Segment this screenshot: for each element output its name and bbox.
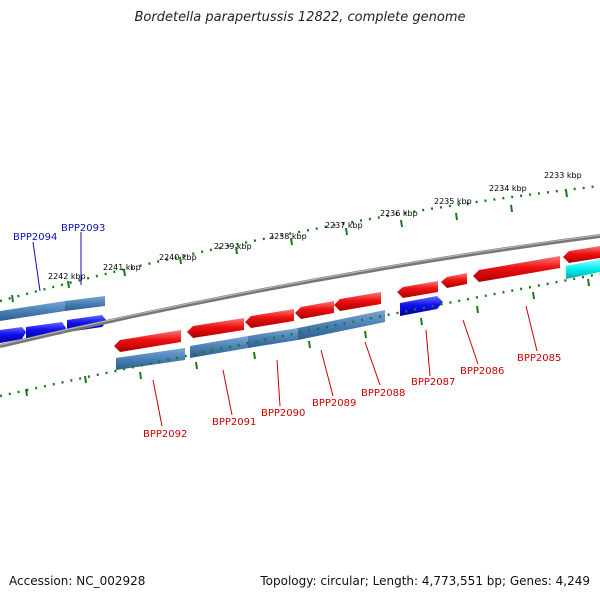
gene-cyan-1 <box>566 259 600 279</box>
genome-stats: Topology: circular; Length: 4,773,551 bp… <box>260 574 590 588</box>
scale-labels: 2242 kbp 2241 kbp 2240 kbp 2239 kbp 2238… <box>48 171 582 281</box>
label-leaders-plus <box>32 232 82 292</box>
gene-steel-4 <box>298 310 385 340</box>
gene-label-bpp2092: BPP2092 <box>143 429 187 440</box>
accession-info: Accession: NC_002928 <box>9 574 146 588</box>
inner-major-ticks <box>25 278 590 397</box>
genome-backbone-highlight <box>0 234 600 346</box>
gene-bpp2087-red <box>397 281 438 298</box>
scale-label-2236: 2236 kbp <box>380 209 418 218</box>
scale-label-2239: 2239 kbp <box>214 242 252 251</box>
gene-label-bpp2094: BPP2094 <box>13 232 57 243</box>
gene-blue-4 <box>400 296 443 316</box>
gene-label-bpp2093: BPP2093 <box>61 223 105 234</box>
gene-bpp2092-red <box>114 330 181 352</box>
gene-labels[interactable]: BPP2094 BPP2093 BPP2092 BPP2091 BPP2090 … <box>13 223 561 440</box>
label-leaders-minus <box>152 305 538 427</box>
scale-label-2241: 2241 kbp <box>103 263 141 272</box>
gene-red-small <box>441 273 467 288</box>
gene-label-bpp2085: BPP2085 <box>517 353 561 364</box>
outer-major-ticks <box>11 189 568 303</box>
gene-bpp2086-red <box>473 256 560 282</box>
gene-label-bpp2087: BPP2087 <box>411 377 455 388</box>
gene-steel-2 <box>190 336 248 358</box>
gene-label-bpp2086: BPP2086 <box>460 366 504 377</box>
scale-label-2238: 2238 kbp <box>269 232 307 241</box>
gene-bpp2091-red <box>187 318 244 338</box>
gene-bpp2085-red <box>563 246 600 263</box>
inner-scale-track <box>0 272 600 398</box>
minus-strand-red-genes[interactable] <box>114 246 600 352</box>
scale-label-2240: 2240 kbp <box>159 253 197 262</box>
genome-backbone <box>0 234 600 348</box>
gene-steel-1 <box>116 348 185 370</box>
scale-label-2233: 2233 kbp <box>544 171 582 180</box>
scale-label-2234: 2234 kbp <box>489 184 527 193</box>
map-title: Bordetella parapertussis 12822, complete… <box>134 10 466 25</box>
gene-bpp2094-steel <box>0 301 65 321</box>
gene-bpp2088-red <box>334 292 381 311</box>
outer-scale-track <box>0 184 600 303</box>
gene-label-bpp2089: BPP2089 <box>312 398 356 409</box>
gene-label-bpp2088: BPP2088 <box>361 388 405 399</box>
scale-label-2237: 2237 kbp <box>325 221 363 230</box>
scale-label-2242: 2242 kbp <box>48 272 86 281</box>
scale-label-2235: 2235 kbp <box>434 197 472 206</box>
plus-strand-genes[interactable] <box>0 296 107 343</box>
gene-blue-1 <box>0 327 26 343</box>
gene-label-bpp2091: BPP2091 <box>212 417 256 428</box>
gene-bpp2089-red <box>295 301 334 319</box>
gene-bpp2093-steel <box>65 296 105 311</box>
gene-label-bpp2090: BPP2090 <box>261 408 305 419</box>
gene-bpp2090-red <box>245 309 294 328</box>
